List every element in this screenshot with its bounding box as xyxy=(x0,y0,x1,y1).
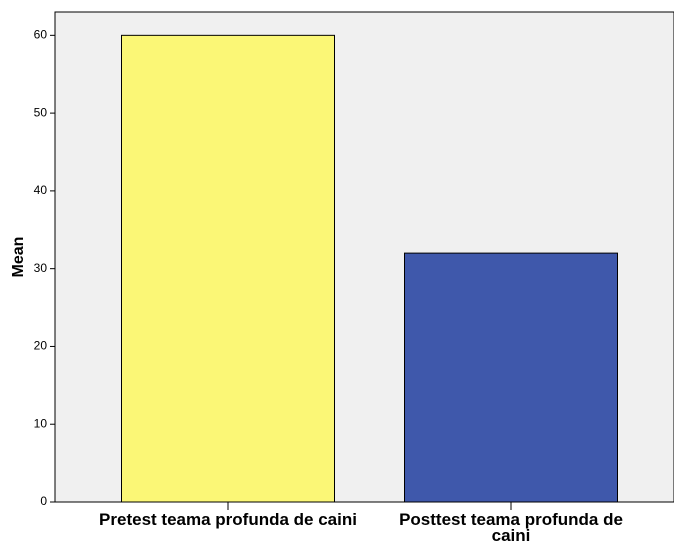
y-tick-label: 50 xyxy=(34,105,48,119)
x-tick-label: Posttest teama profunda de caini xyxy=(399,510,623,545)
x-tick-label: Pretest teama profunda de caini xyxy=(99,510,357,529)
y-tick-label: 30 xyxy=(34,261,48,275)
y-tick-label: 20 xyxy=(34,339,48,353)
bar xyxy=(121,34,335,503)
y-axis-label: Mean xyxy=(10,237,27,278)
y-tick-label: 60 xyxy=(34,28,48,42)
y-tick-label: 40 xyxy=(34,183,48,197)
y-tick-label: 10 xyxy=(34,416,48,430)
bar xyxy=(404,252,618,503)
y-tick-label: 0 xyxy=(40,494,47,508)
